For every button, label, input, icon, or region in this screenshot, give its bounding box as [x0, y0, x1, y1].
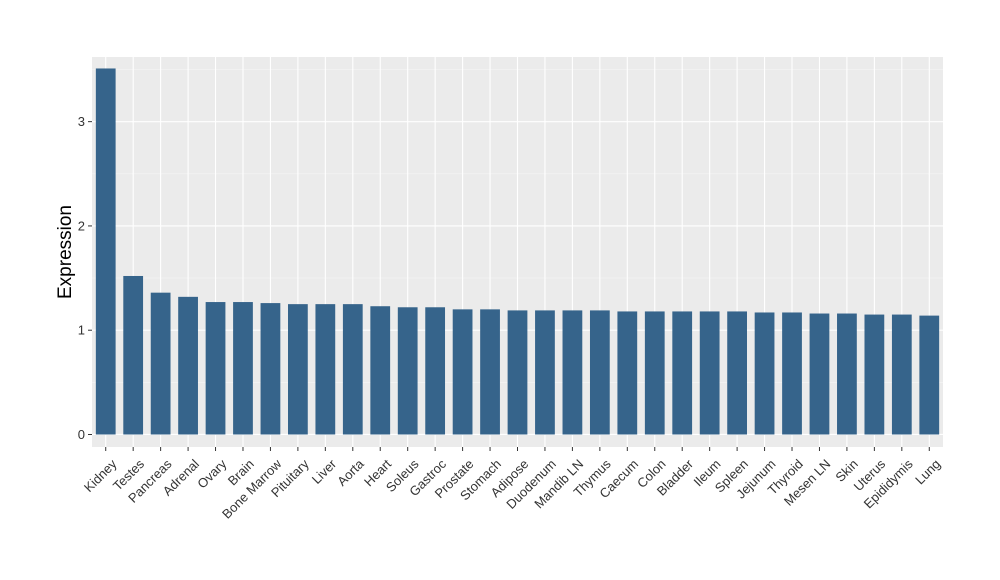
bar-mandib-ln [562, 310, 583, 435]
y-tick-label: 2 [78, 218, 85, 233]
bar-adipose [507, 310, 528, 435]
bar-kidney [95, 68, 116, 435]
x-tick-label: Kidney [81, 456, 120, 495]
y-tick-label: 0 [78, 427, 85, 442]
bar-uterus [864, 314, 885, 435]
y-axis-title: Expression [55, 205, 76, 299]
bar-ovary [205, 302, 226, 435]
bar-thyroid [782, 312, 802, 435]
x-tick-label: Ovary [194, 456, 229, 491]
bar-colon [644, 311, 665, 435]
bar-epididymis [891, 314, 912, 435]
bar-testes [123, 275, 144, 435]
bar-aorta [342, 304, 363, 435]
bar-lung [919, 315, 940, 435]
bar-ileum [699, 311, 720, 435]
bar-duodenum [535, 310, 555, 435]
bar-skin [837, 313, 857, 435]
x-axis: KidneyTestesPancreasAdrenalOvaryBrainBon… [81, 447, 943, 522]
bar-soleus [397, 307, 418, 435]
bar-brain [233, 302, 253, 435]
bar-liver [315, 304, 336, 435]
y-axis: 0 1 2 3 [78, 114, 92, 442]
x-tick-label: Lung [912, 456, 943, 487]
bar-gastroc [425, 307, 446, 435]
bar-prostate [452, 309, 473, 435]
bars [95, 68, 940, 435]
bar-bladder [672, 311, 693, 435]
bar-spleen [727, 311, 747, 435]
bar-bone-marrow [260, 303, 281, 435]
bar-mesen-ln [809, 313, 830, 435]
bar-pituitary [288, 304, 308, 435]
bar-heart [370, 306, 391, 435]
y-tick-label: 1 [78, 323, 85, 338]
y-tick-label: 3 [78, 114, 85, 129]
x-tick-label: Aorta [334, 456, 367, 489]
x-tick-label: Liver [309, 456, 340, 487]
bar-caecum [617, 311, 638, 435]
bar-thymus [589, 310, 610, 435]
bar-adrenal [178, 296, 198, 435]
bar-jejunum [754, 312, 775, 435]
bar-pancreas [150, 292, 171, 435]
bar-stomach [480, 309, 500, 435]
